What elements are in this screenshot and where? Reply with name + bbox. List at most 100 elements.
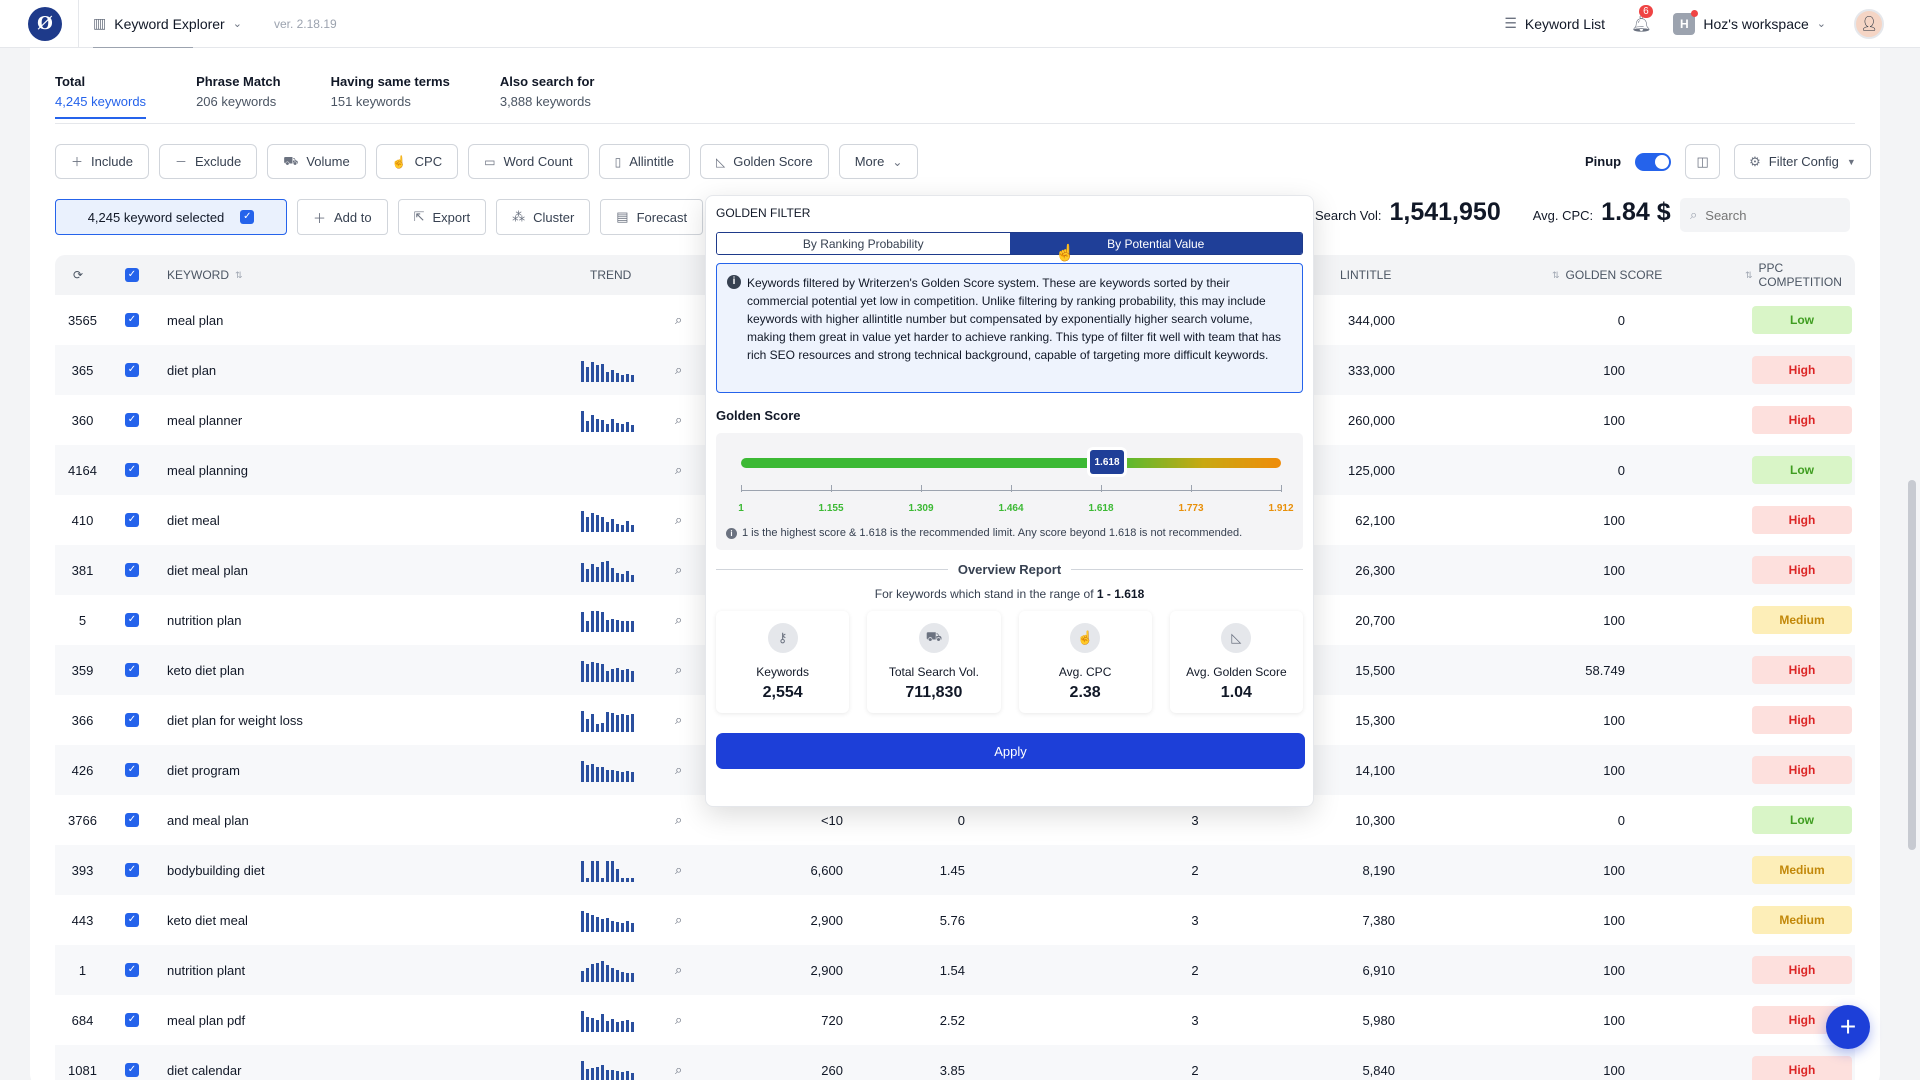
filter-config-button[interactable]: ⚙ Filter Config ▼ (1734, 144, 1871, 179)
user-avatar[interactable]: 👤︎ (1854, 8, 1884, 39)
search-icon[interactable]: ⌕ (675, 612, 683, 627)
table-row[interactable]: 360 ✓ meal planner ⌕ 260,000 100 High (55, 395, 1855, 445)
keyword-cell[interactable]: meal plan (167, 312, 224, 328)
notifications-button[interactable]: 🔔︎ 6 (1631, 4, 1653, 34)
table-row[interactable]: 393 ✓ bodybuilding diet ⌕ 6,600 1.45 2 8,190 100… (55, 845, 1855, 895)
more-filter-button[interactable]: More ⌄ (838, 144, 919, 179)
table-row[interactable]: 1081 ✓ diet calendar ⌕ 260 3.85 2 5,840 100 High (55, 1045, 1855, 1080)
search-input[interactable] (1705, 207, 1826, 223)
apply-button[interactable]: Apply (716, 733, 1305, 769)
header-keyword[interactable]: KEYWORD ⇅ (167, 268, 243, 282)
cluster-button[interactable]: ⁂ Cluster (496, 199, 591, 235)
row-checkbox[interactable]: ✓ (125, 363, 139, 377)
row-checkbox[interactable]: ✓ (125, 463, 139, 477)
pinup-toggle[interactable] (1635, 152, 1672, 171)
keyword-cell[interactable]: keto diet meal (167, 912, 248, 928)
tab-same-terms[interactable]: Having same terms 151 keywords (331, 74, 450, 119)
table-row[interactable]: 5 ✓ nutrition plan ⌕ 20,700 100 Medium (55, 595, 1855, 645)
tab-total[interactable]: Total 4,245 keywords (55, 74, 147, 119)
header-ppc[interactable]: ⇅ PPC COMPETITION (1745, 261, 1855, 289)
search-icon[interactable]: ⌕ (675, 762, 683, 777)
search-icon[interactable]: ⌕ (675, 712, 683, 727)
row-checkbox[interactable]: ✓ (125, 913, 139, 927)
refresh-icon[interactable]: ⟳ (73, 268, 84, 282)
table-row[interactable]: 443 ✓ keto diet meal ⌕ 2,900 5.76 3 7,380 100 Med… (55, 895, 1855, 945)
search-icon[interactable]: ⌕ (675, 562, 683, 577)
keyword-cell[interactable]: meal planning (167, 462, 248, 478)
row-checkbox[interactable]: ✓ (125, 713, 139, 727)
keyword-cell[interactable]: diet meal (167, 512, 220, 528)
search-icon[interactable]: ⌕ (675, 912, 683, 927)
keyword-cell[interactable]: keto diet plan (167, 662, 245, 678)
workspace-switcher[interactable]: H Hoz's workspace ⌄ (1673, 9, 1826, 35)
search-icon[interactable]: ⌕ (675, 412, 683, 427)
table-row[interactable]: 684 ✓ meal plan pdf ⌕ 720 2.52 3 5,980 100 High (55, 995, 1855, 1045)
row-checkbox[interactable]: ✓ (125, 863, 139, 877)
add-fab-button[interactable]: + (1826, 1005, 1870, 1049)
keyword-cell[interactable]: and meal plan (167, 812, 249, 828)
layout-button[interactable]: ◫ (1685, 144, 1721, 179)
volume-filter-button[interactable]: ⛟ Volume (267, 144, 366, 179)
allintitle-filter-button[interactable]: ▯ Allintitle (598, 144, 690, 179)
tab-phrase-match[interactable]: Phrase Match 206 keywords (196, 74, 281, 119)
tab-also-search[interactable]: Also search for 3,888 keywords (500, 74, 595, 119)
row-checkbox[interactable]: ✓ (125, 313, 139, 327)
page-scrollbar[interactable] (1908, 480, 1916, 850)
app-logo[interactable]: Ø (22, 1, 68, 47)
word-count-filter-button[interactable]: ▭ Word Count (468, 144, 589, 179)
row-checkbox[interactable]: ✓ (125, 513, 139, 527)
row-checkbox[interactable]: ✓ (125, 563, 139, 577)
tab-ranking-probability[interactable]: By Ranking Probability (717, 233, 1010, 254)
app-switcher[interactable]: ▥ Keyword Explorer ⌄ (79, 0, 256, 49)
header-golden-score[interactable]: ⇅ GOLDEN SCORE (1552, 268, 1662, 282)
header-allintitle[interactable]: LINTITLE (1340, 268, 1391, 282)
search-icon[interactable]: ⌕ (675, 662, 683, 677)
search-icon[interactable]: ⌕ (675, 1062, 683, 1077)
table-row[interactable]: 366 ✓ diet plan for weight loss ⌕ 15,300 100 H… (55, 695, 1855, 745)
search-icon[interactable]: ⌕ (675, 1012, 683, 1027)
table-row[interactable]: 1 ✓ nutrition plant ⌕ 2,900 1.54 2 6,910 100 High (55, 945, 1855, 995)
tab-potential-value[interactable]: By Potential Value (1009, 233, 1302, 254)
search-icon[interactable]: ⌕ (675, 312, 683, 327)
forecast-button[interactable]: ▤ Forecast (600, 199, 704, 235)
keyword-cell[interactable]: diet plan (167, 362, 217, 378)
slider-handle[interactable]: 1.618 (1090, 450, 1124, 474)
include-filter-button[interactable]: ＋ Include (55, 144, 149, 179)
keyword-cell[interactable]: nutrition plant (167, 962, 246, 978)
header-checkbox[interactable]: ✓ (125, 268, 139, 282)
add-to-button[interactable]: ＋ Add to (297, 199, 388, 235)
row-checkbox[interactable]: ✓ (125, 413, 139, 427)
export-button[interactable]: ⇱ Export (397, 199, 487, 235)
keyword-cell[interactable]: meal planner (167, 412, 243, 428)
keyword-cell[interactable]: nutrition plan (167, 612, 242, 628)
row-checkbox[interactable]: ✓ (125, 763, 139, 777)
keyword-cell[interactable]: diet plan for weight loss (167, 712, 303, 728)
search-icon[interactable]: ⌕ (675, 812, 683, 827)
table-row[interactable]: 410 ✓ diet meal ⌕ 62,100 100 High (55, 495, 1855, 545)
selection-box[interactable]: 4,245 keyword selected ✓ (55, 199, 287, 235)
search-icon[interactable]: ⌕ (675, 462, 683, 477)
golden-score-track[interactable]: 1.618 (741, 450, 1281, 474)
keyword-cell[interactable]: diet meal plan (167, 562, 248, 578)
search-icon[interactable]: ⌕ (675, 512, 683, 527)
keyword-cell[interactable]: diet calendar (167, 1062, 242, 1078)
cpc-filter-button[interactable]: ☝ CPC (375, 144, 459, 179)
select-all-checkbox[interactable]: ✓ (240, 210, 255, 224)
row-checkbox[interactable]: ✓ (125, 1013, 139, 1027)
keyword-cell[interactable]: meal plan pdf (167, 1012, 246, 1028)
row-checkbox[interactable]: ✓ (125, 663, 139, 677)
row-checkbox[interactable]: ✓ (125, 813, 139, 827)
row-checkbox[interactable]: ✓ (125, 1063, 139, 1077)
row-checkbox[interactable]: ✓ (125, 963, 139, 977)
exclude-filter-button[interactable]: － Exclude (158, 144, 258, 179)
keyword-list-button[interactable]: ☰ Keyword List (1504, 15, 1605, 32)
search-icon[interactable]: ⌕ (675, 362, 683, 377)
golden-score-filter-button[interactable]: ◺ Golden Score (699, 144, 829, 179)
table-row[interactable]: 3565 ✓ meal plan ⌕ 344,000 0 Low (55, 295, 1855, 345)
row-checkbox[interactable]: ✓ (125, 613, 139, 627)
search-icon[interactable]: ⌕ (675, 862, 683, 877)
keyword-cell[interactable]: bodybuilding diet (167, 862, 265, 878)
search-icon[interactable]: ⌕ (675, 962, 683, 977)
keyword-cell[interactable]: diet program (167, 762, 240, 778)
table-row[interactable]: 3766 ✓ and meal plan ⌕ <10 0 3 10,300 0 Low (55, 795, 1855, 845)
